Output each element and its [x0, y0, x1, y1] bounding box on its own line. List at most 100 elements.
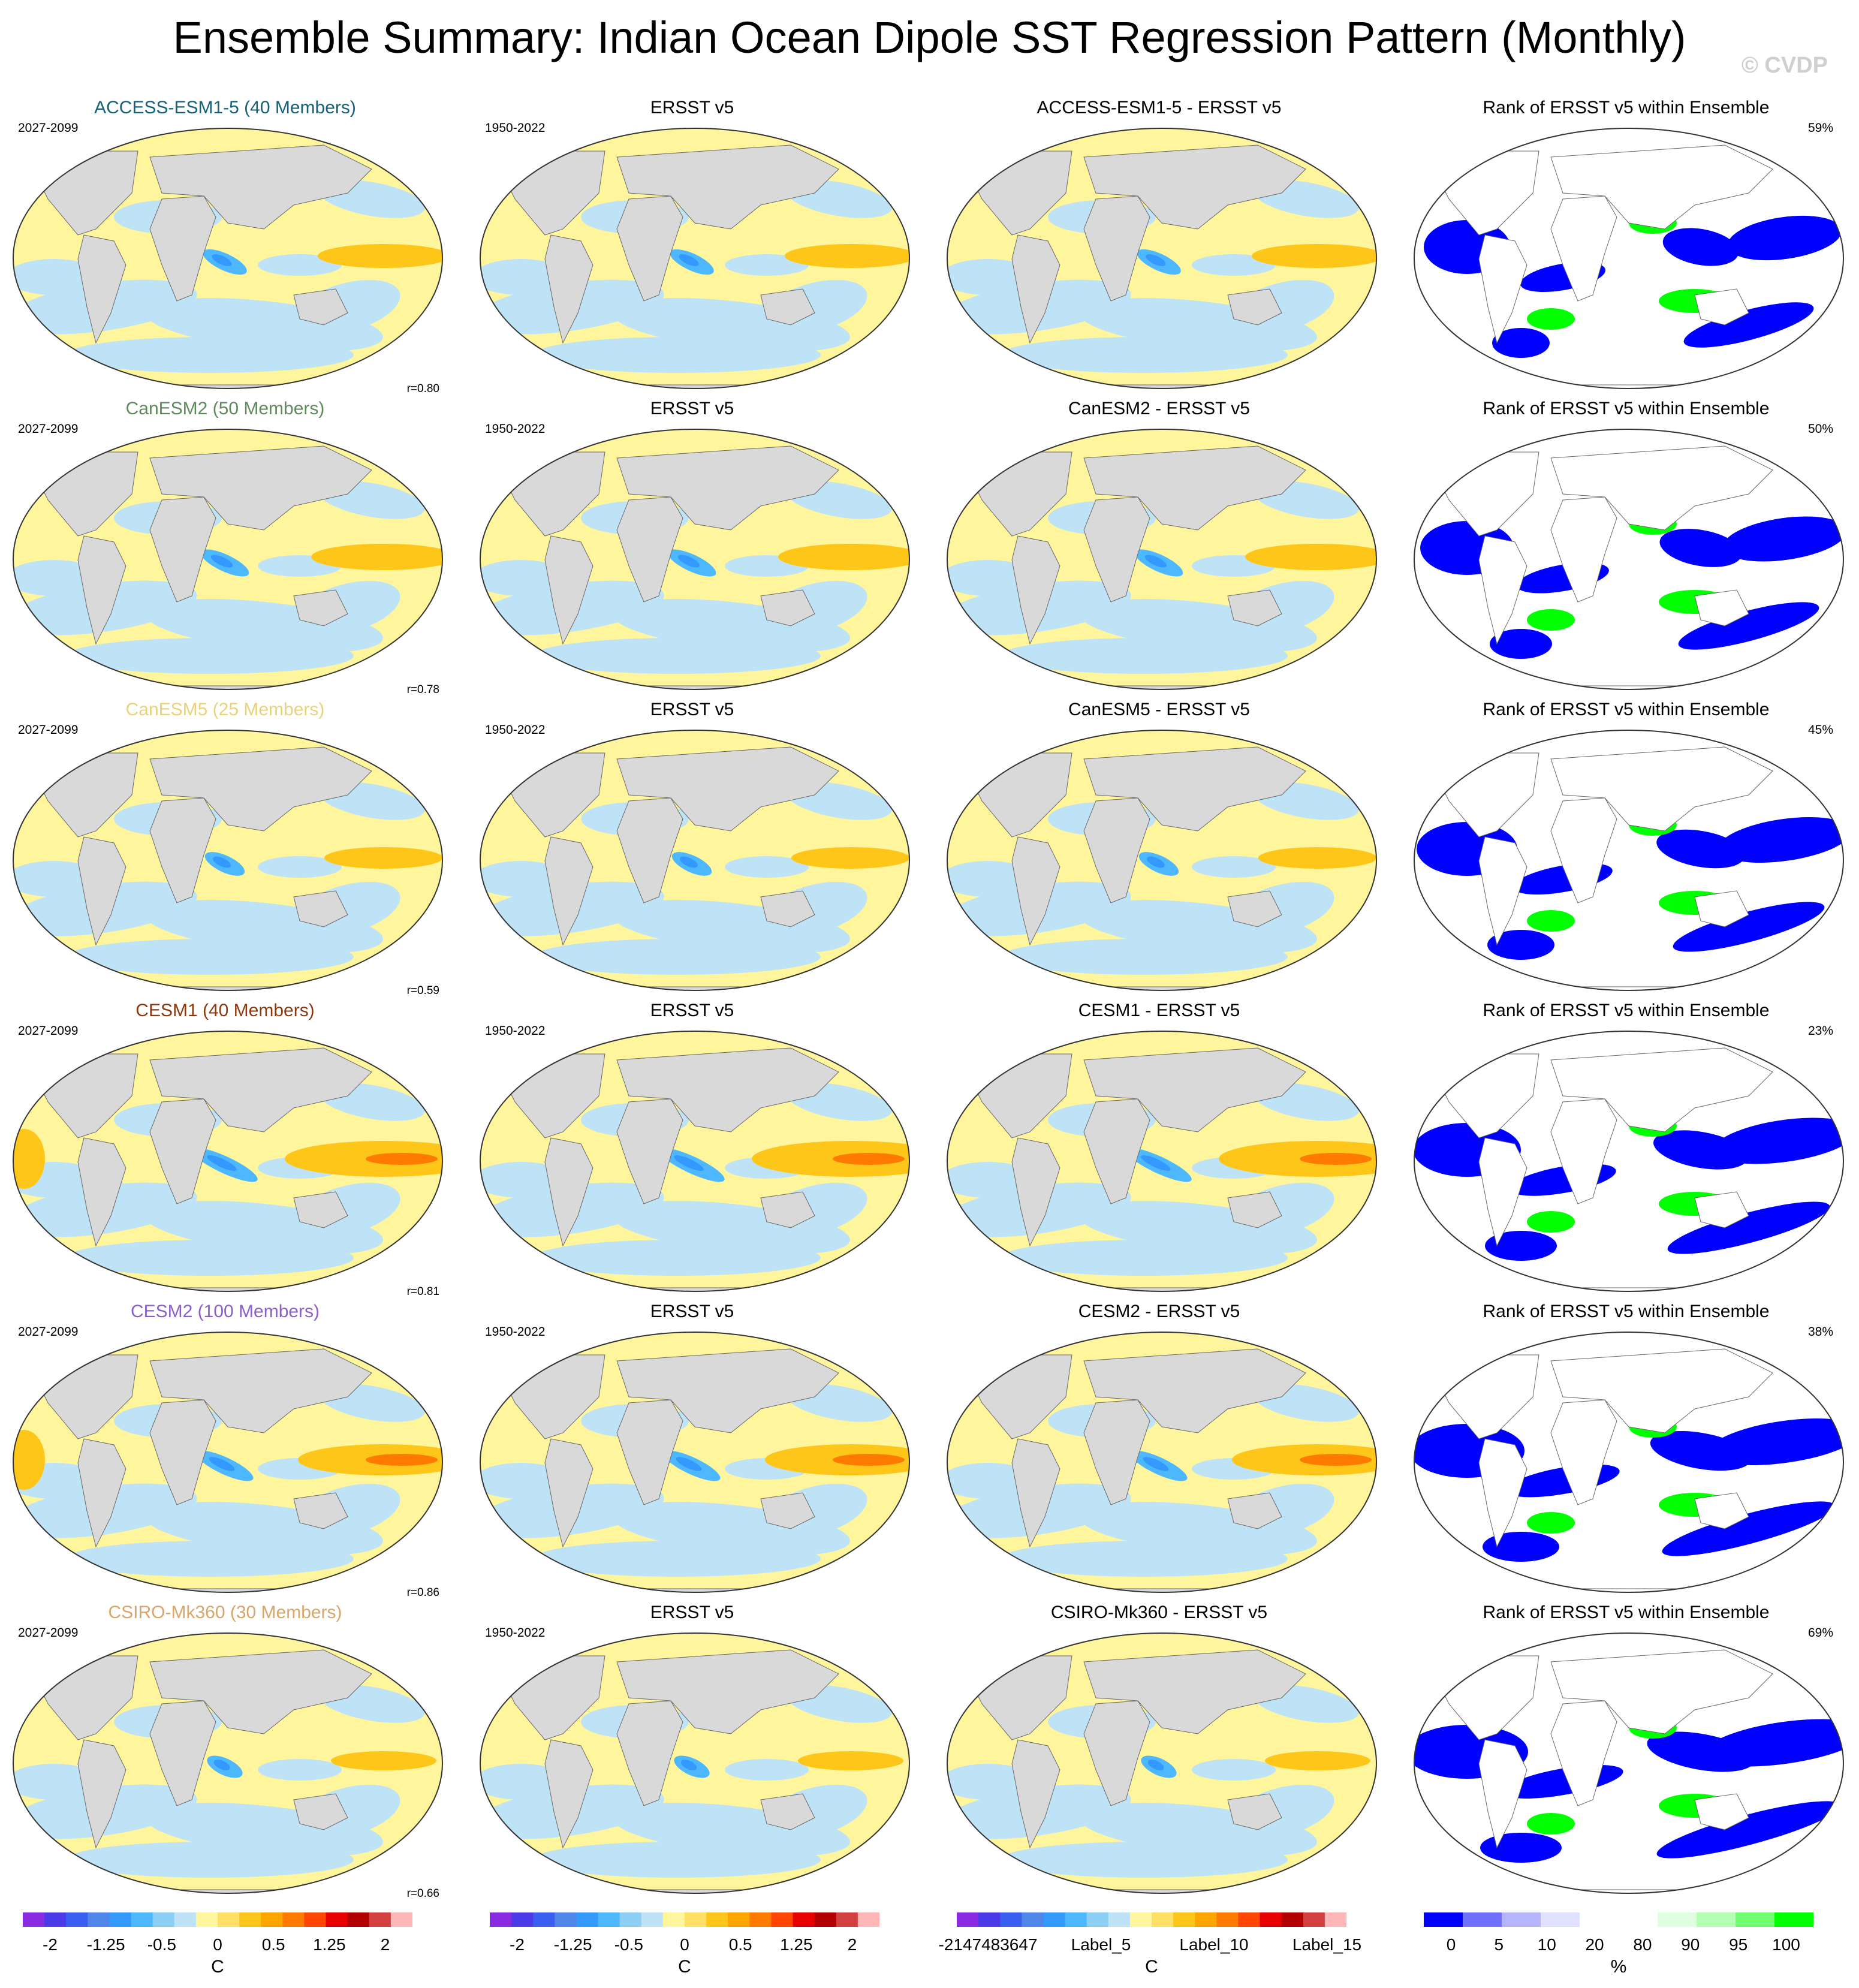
panel-title: CESM1 - ERSST v5	[1078, 1001, 1240, 1020]
land-mass	[1478, 836, 1527, 946]
land-mass	[149, 144, 372, 230]
map-panel-rank: Rank of ERSST v5 within Ensemble 23%	[1406, 999, 1846, 1299]
land-mass	[616, 144, 839, 230]
world-map-diff	[947, 1332, 1377, 1593]
cool-anomaly	[676, 1457, 702, 1471]
cool-anomaly	[1000, 638, 1288, 674]
map-border	[947, 1031, 1377, 1292]
cool-anomaly	[480, 1463, 569, 1499]
cool-anomaly	[480, 259, 569, 295]
cool-anomaly	[680, 856, 698, 868]
panel-title: ERSST v5	[650, 1302, 734, 1321]
map-panel-obs: ERSST v5 1950-2022	[472, 999, 912, 1299]
colorbar-swatch	[1424, 1912, 1463, 1927]
colorbar-swatch	[239, 1912, 261, 1927]
map-border	[480, 1031, 910, 1292]
colorbar-swatch	[1238, 1912, 1261, 1927]
map-panel-diff: CanESM5 - ERSST v5	[939, 698, 1379, 998]
colorbar-unit: C	[678, 1957, 691, 1977]
land-mass	[149, 445, 372, 531]
colorbar-swatch	[836, 1912, 858, 1927]
colorbar-tick: Label_5	[1071, 1935, 1131, 1954]
cool-anomaly	[1000, 1541, 1288, 1577]
colorbar-swatch	[1108, 1912, 1131, 1927]
world-map-diff	[947, 128, 1377, 389]
cool-anomaly	[1000, 939, 1288, 975]
map-border	[1414, 1632, 1844, 1894]
cool-anomaly	[674, 1155, 704, 1171]
colorbar: -2 -1.25 -0.5 0 0.5 1.25 2 C	[23, 1911, 412, 1977]
colorbar-swatch	[490, 1912, 512, 1927]
land-mass	[1550, 195, 1617, 302]
colorbar-tick: 1.25	[780, 1935, 813, 1954]
colorbar-swatch	[326, 1912, 348, 1927]
warm-anomaly	[778, 544, 909, 570]
colorbar-swatch	[369, 1912, 391, 1927]
land-mass	[1694, 1793, 1749, 1830]
map-border	[1414, 1031, 1844, 1292]
warm-anomaly	[366, 1454, 438, 1466]
land-mass	[149, 1348, 372, 1433]
cool-anomaly	[212, 254, 232, 266]
colorbar-swatch	[706, 1912, 728, 1927]
colorbar-swatch	[88, 1912, 110, 1927]
land-mass	[1550, 496, 1617, 603]
pattern-correlation: r=0.80	[406, 382, 439, 395]
land-mass	[544, 1438, 593, 1548]
cool-anomaly	[1000, 1240, 1288, 1276]
land-mass	[1478, 1438, 1527, 1548]
colorbar-swatch	[1000, 1912, 1022, 1927]
land-mass	[1227, 288, 1282, 326]
pattern-correlation: r=0.81	[406, 1285, 439, 1298]
colorbar-swatch	[66, 1912, 88, 1927]
cool-anomaly	[480, 560, 569, 596]
colorbar-swatch	[978, 1912, 1001, 1927]
map-border	[13, 128, 443, 389]
cool-anomaly	[66, 939, 354, 975]
cool-anomaly	[1192, 1759, 1276, 1781]
map-border	[947, 429, 1377, 690]
period-label: 2027-2099	[18, 1325, 79, 1339]
world-map-model	[13, 1031, 443, 1292]
land-mass	[77, 1739, 126, 1849]
land-mass	[1550, 1348, 1773, 1433]
panel-title: CanESM5 (25 Members)	[125, 700, 325, 719]
land-mass	[544, 1739, 593, 1849]
period-label: 1950-2022	[485, 1024, 546, 1038]
rank-high	[1527, 1813, 1575, 1835]
rank-low	[1662, 228, 1739, 266]
colorbar-unit: C	[1145, 1957, 1158, 1977]
land-mass	[616, 496, 683, 603]
panel-title: CSIRO-Mk360 (30 Members)	[108, 1603, 342, 1622]
map-panel-diff: CanESM2 - ERSST v5	[939, 397, 1379, 697]
colorbar-swatch	[174, 1912, 197, 1927]
map-border	[947, 1332, 1377, 1593]
period-label: 1950-2022	[485, 422, 546, 436]
panel-title: CanESM5 - ERSST v5	[1068, 700, 1250, 719]
colorbar-unit: %	[1610, 1957, 1627, 1977]
colorbar-swatch	[1303, 1912, 1325, 1927]
map-border	[13, 730, 443, 991]
land-mass	[1550, 1700, 1617, 1806]
warm-anomaly	[1300, 1454, 1372, 1466]
land-mass	[760, 1191, 815, 1228]
map-border	[1414, 1332, 1844, 1593]
land-mass	[77, 1438, 126, 1548]
map-border	[480, 429, 910, 690]
colorbar-swatch	[1463, 1912, 1502, 1927]
cool-anomaly	[1147, 856, 1165, 868]
colorbar-tick: 80	[1633, 1935, 1652, 1954]
land-mass	[544, 836, 593, 946]
world-map-obs	[480, 1031, 910, 1292]
land-mass	[616, 445, 839, 531]
colorbar-swatch	[598, 1912, 620, 1927]
colorbar-swatch	[282, 1912, 305, 1927]
warm-anomaly	[331, 1751, 436, 1770]
map-border	[480, 1332, 910, 1593]
land-mass	[544, 535, 593, 645]
colorbar-tick: -0.5	[147, 1935, 176, 1954]
land-mass	[293, 589, 348, 626]
land-mass	[616, 1649, 839, 1734]
rank-low	[1480, 1833, 1562, 1863]
world-map-model	[13, 1332, 443, 1593]
